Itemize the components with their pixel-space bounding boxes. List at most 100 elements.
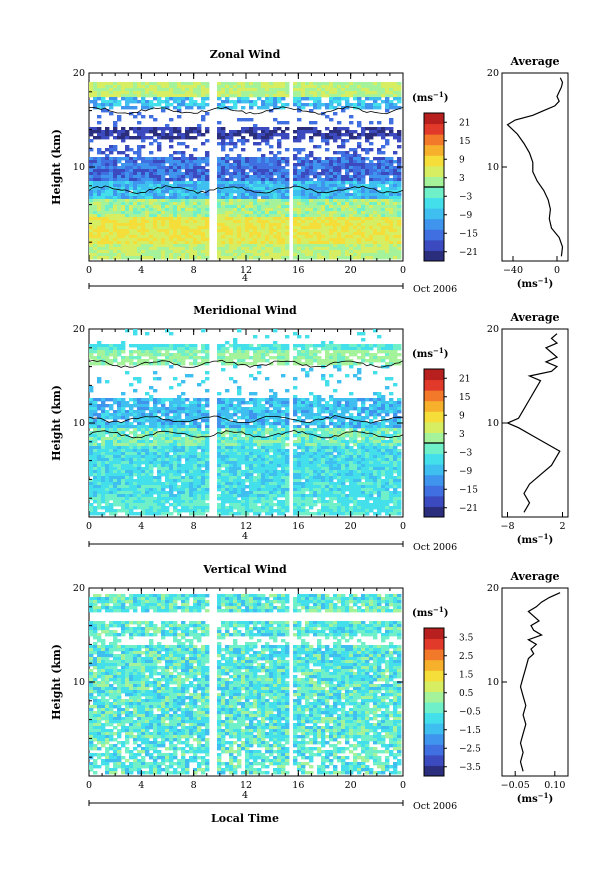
- heatmap-cell: [393, 401, 398, 405]
- heatmap-cell: [369, 181, 374, 185]
- heatmap-cell: [177, 97, 182, 101]
- heatmap-cell: [157, 359, 162, 363]
- heatmap-cell: [389, 100, 394, 104]
- heatmap-cell: [229, 226, 234, 230]
- heatmap-cell: [325, 160, 330, 164]
- heatmap-cell: [361, 100, 366, 104]
- heatmap-cell: [253, 199, 258, 203]
- heatmap-cell: [305, 214, 310, 218]
- heatmap-cell: [249, 118, 254, 122]
- heatmap-cell: [217, 247, 222, 251]
- heatmap-cell: [309, 253, 314, 257]
- heatmap-cell: [93, 347, 98, 351]
- heatmap-cell: [97, 377, 102, 381]
- heatmap-cell: [217, 350, 222, 354]
- heatmap-cell: [109, 190, 114, 194]
- heatmap-cell: [177, 350, 182, 354]
- heatmap-cell: [177, 190, 182, 194]
- heatmap-cell: [365, 157, 370, 161]
- heatmap-cell: [89, 157, 94, 161]
- heatmap-cell: [261, 220, 266, 224]
- heatmap-cell: [249, 184, 254, 188]
- heatmap-cell: [93, 431, 98, 435]
- heatmap-cell: [125, 157, 130, 161]
- heatmap-cell: [181, 175, 186, 179]
- heatmap-cell: [217, 413, 222, 417]
- heatmap-cell: [325, 193, 330, 197]
- heatmap-cell: [129, 256, 134, 260]
- heatmap-cell: [93, 202, 98, 206]
- heatmap-cell: [89, 410, 94, 414]
- heatmap-cell: [297, 94, 302, 98]
- heatmap-cell: [305, 184, 310, 188]
- heatmap-cell: [341, 241, 346, 245]
- heatmap-cell: [185, 235, 190, 239]
- heatmap-cell: [393, 199, 398, 203]
- heatmap-cell: [189, 404, 194, 408]
- heatmap-cell: [277, 190, 282, 194]
- heatmap-cell: [257, 133, 262, 137]
- heatmap-cell: [201, 359, 206, 363]
- heatmap-cell: [193, 422, 198, 426]
- heatmap-cell: [117, 413, 122, 417]
- heatmap-cell: [321, 229, 326, 233]
- heatmap-cell: [229, 407, 234, 411]
- heatmap-cell: [241, 344, 246, 348]
- heatmap-cell: [337, 214, 342, 218]
- heatmap-cell: [181, 163, 186, 167]
- heatmap-cell: [269, 238, 274, 242]
- heatmap-cell: [341, 178, 346, 182]
- heatmap-cell: [301, 220, 306, 224]
- heatmap-cell: [245, 410, 250, 414]
- heatmap-cell: [373, 214, 378, 218]
- heatmap-cell: [237, 431, 242, 435]
- heatmap-cell: [169, 97, 174, 101]
- heatmap-cell: [141, 428, 146, 432]
- heatmap-cell: [269, 184, 274, 188]
- heatmap-cell: [241, 100, 246, 104]
- heatmap-cell: [369, 244, 374, 248]
- heatmap-cell: [165, 232, 170, 236]
- heatmap-cell: [325, 175, 330, 179]
- heatmap-cell: [101, 109, 106, 113]
- heatmap-cell: [97, 425, 102, 429]
- heatmap-cell: [389, 419, 394, 423]
- heatmap-cell: [237, 235, 242, 239]
- heatmap-cell: [109, 235, 114, 239]
- heatmap-cell: [157, 94, 162, 98]
- heatmap-cell: [365, 169, 370, 173]
- heatmap-cell: [113, 425, 118, 429]
- heatmap-cell: [229, 136, 234, 140]
- heatmap-cell: [149, 211, 154, 215]
- heatmap-cell: [197, 398, 202, 402]
- heatmap-cell: [121, 410, 126, 414]
- heatmap-cell: [141, 184, 146, 188]
- heatmap-cell: [181, 419, 186, 423]
- heatmap-cell: [137, 214, 142, 218]
- heatmap-cell: [161, 410, 166, 414]
- heatmap-cell: [153, 253, 158, 257]
- heatmap-cell: [245, 160, 250, 164]
- heatmap-cell: [369, 88, 374, 92]
- heatmap-cell: [277, 160, 282, 164]
- heatmap-cell: [153, 97, 158, 101]
- heatmap-cell: [321, 428, 326, 432]
- heatmap-cell: [129, 181, 134, 185]
- heatmap-cell: [185, 172, 190, 176]
- heatmap-cell: [333, 365, 338, 369]
- heatmap-cell: [337, 223, 342, 227]
- heatmap-cell: [321, 139, 326, 143]
- heatmap-cell: [97, 190, 102, 194]
- heatmap-cell: [349, 401, 354, 405]
- heatmap-cell: [225, 100, 230, 104]
- heatmap-cell: [201, 398, 206, 402]
- heatmap-cell: [357, 202, 362, 206]
- heatmap-cell: [341, 139, 346, 143]
- heatmap-cell: [297, 136, 302, 140]
- heatmap-cell: [149, 160, 154, 164]
- heatmap-cell: [89, 350, 94, 354]
- heatmap-cell: [293, 103, 298, 107]
- heatmap-cell: [101, 344, 106, 348]
- heatmap-cell: [349, 160, 354, 164]
- heatmap-cell: [189, 425, 194, 429]
